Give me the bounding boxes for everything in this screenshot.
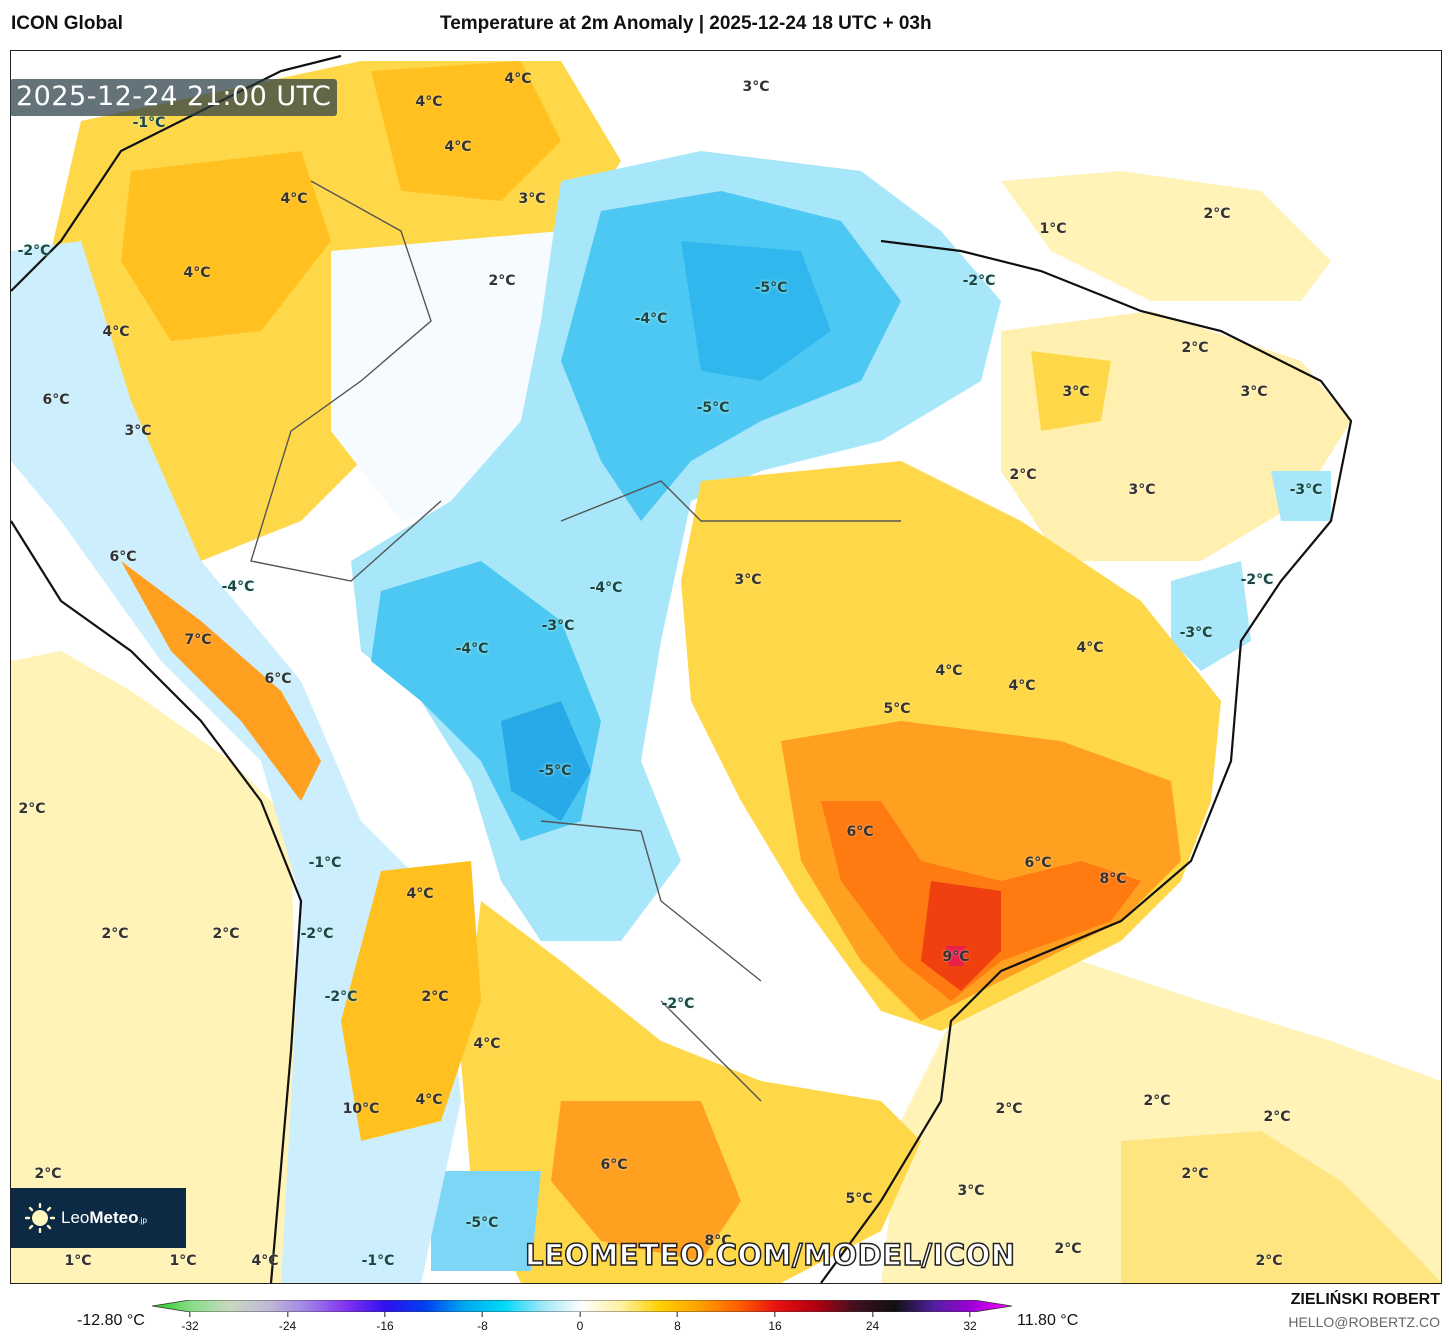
contour-label: 4°C [935,663,963,679]
contour-label: 3°C [1240,384,1268,400]
contour-label: 6°C [1024,855,1052,871]
contour-label: 2°C [1263,1109,1291,1125]
contour-label: 9°C [942,949,970,965]
contour-label: 2°C [1203,206,1231,222]
contour-label: -1°C [132,115,166,131]
contour-label: 4°C [251,1253,279,1269]
contour-label: 3°C [742,79,770,95]
contour-label: -2°C [962,273,996,289]
contour-label: 2°C [18,801,46,817]
sun-icon [25,1203,55,1233]
colorbar-tick: 24 [866,1312,879,1333]
contour-label: 2°C [421,989,449,1005]
logo-text: LeoMeteo.jp [61,1208,147,1227]
contour-label: -2°C [661,996,695,1012]
source-watermark: LEOMETEO.COM/MODEL/ICON [524,1237,1016,1273]
contour-label: 2°C [1054,1241,1082,1257]
contour-label: -1°C [361,1253,395,1269]
contour-label: 3°C [518,191,546,207]
contour-label: 2°C [212,926,240,942]
contour-label: -3°C [1179,625,1213,641]
contour-label: 1°C [1039,221,1067,237]
contour-label: 4°C [415,94,443,110]
contour-label: 2°C [1143,1093,1171,1109]
contour-label: 2°C [1255,1253,1283,1269]
contour-label: -4°C [455,641,489,657]
contour-label: 6°C [264,671,292,687]
contour-label: 8°C [704,1233,732,1249]
contour-label: 6°C [846,824,874,840]
contour-label: 4°C [504,71,532,87]
contour-label: 5°C [883,701,911,717]
chart-title: Temperature at 2m Anomaly | 2025-12-24 1… [440,13,932,34]
contour-label: 4°C [1008,678,1036,694]
colorbar-tick: 32 [963,1312,976,1333]
contour-label: 3°C [1062,384,1090,400]
valid-time-badge: 2025-12-24 21:00 UTC [10,79,338,116]
contour-label: 3°C [1128,482,1156,498]
contour-label: 2°C [995,1101,1023,1117]
map-fields [11,51,1441,1283]
colorbar-min-label: -12.80 °C [77,1312,145,1329]
contour-label: 4°C [183,265,211,281]
contour-label: 4°C [280,191,308,207]
contour-label: 2°C [34,1166,62,1182]
contour-label: 7°C [184,632,212,648]
contour-label: 4°C [444,139,472,155]
contour-label: -4°C [221,579,255,595]
contour-label: 4°C [473,1036,501,1052]
colorbar-tick: 0 [577,1312,584,1333]
contour-label: 2°C [1009,467,1037,483]
contour-label: 4°C [415,1092,443,1108]
contour-label: 1°C [169,1253,197,1269]
contour-label: 5°C [845,1191,873,1207]
colorbar-tick: 8 [674,1312,681,1333]
contour-label: -2°C [300,926,334,942]
author-email: HELLO@ROBERTZ.CO [1288,1314,1440,1330]
contour-label: -2°C [1240,572,1274,588]
contour-label: -1°C [308,855,342,871]
author-name: ZIELIŃSKI ROBERT [1290,1291,1440,1308]
contour-label: -2°C [17,243,51,259]
contour-label: 6°C [109,549,137,565]
colorbar-max-label: 11.80 °C [1017,1312,1079,1329]
contour-label: 3°C [957,1183,985,1199]
contour-label: 2°C [488,273,516,289]
contour-label: 4°C [406,886,434,902]
contour-label: -5°C [754,280,788,296]
contour-label: 2°C [1181,340,1209,356]
colorbar-ticks: -32 -24 -16 -8 0 8 16 24 32 [181,1312,976,1338]
colorbar-tick: -32 [181,1312,198,1333]
colorbar-tick: 16 [768,1312,781,1333]
contour-label: -4°C [634,311,668,327]
contour-label: 8°C [1099,871,1127,887]
colorbar-tick: -24 [279,1312,296,1333]
contour-label: -4°C [589,580,623,596]
contour-label: -3°C [1289,482,1323,498]
contour-label: 4°C [1076,640,1104,656]
anomaly-map: 4°C 3°C 4°C -1°C 4°C 4°C 3°C 2°C 1°C -2°C 4°C 2°C -2… [10,50,1442,1284]
contour-label: -3°C [541,618,575,634]
model-name: ICON Global [11,13,123,34]
contour-label: 6°C [600,1157,628,1173]
contour-label: -5°C [696,400,730,416]
contour-label: -2°C [324,989,358,1005]
contour-label: 3°C [734,572,762,588]
contour-label: -5°C [538,763,572,779]
colorbar [152,1300,1012,1312]
colorbar-tick: -16 [376,1312,393,1333]
contour-label: 2°C [101,926,129,942]
contour-label: 6°C [42,392,70,408]
colorbar-tick: -8 [477,1312,488,1333]
contour-label: 1°C [64,1253,92,1269]
contour-label: 3°C [124,423,152,439]
contour-label: 10°C [342,1101,380,1117]
leometeo-logo: LeoMeteo.jp [11,1188,186,1248]
contour-label: 4°C [102,324,130,340]
contour-label: 2°C [1181,1166,1209,1182]
contour-label: -5°C [465,1215,499,1231]
